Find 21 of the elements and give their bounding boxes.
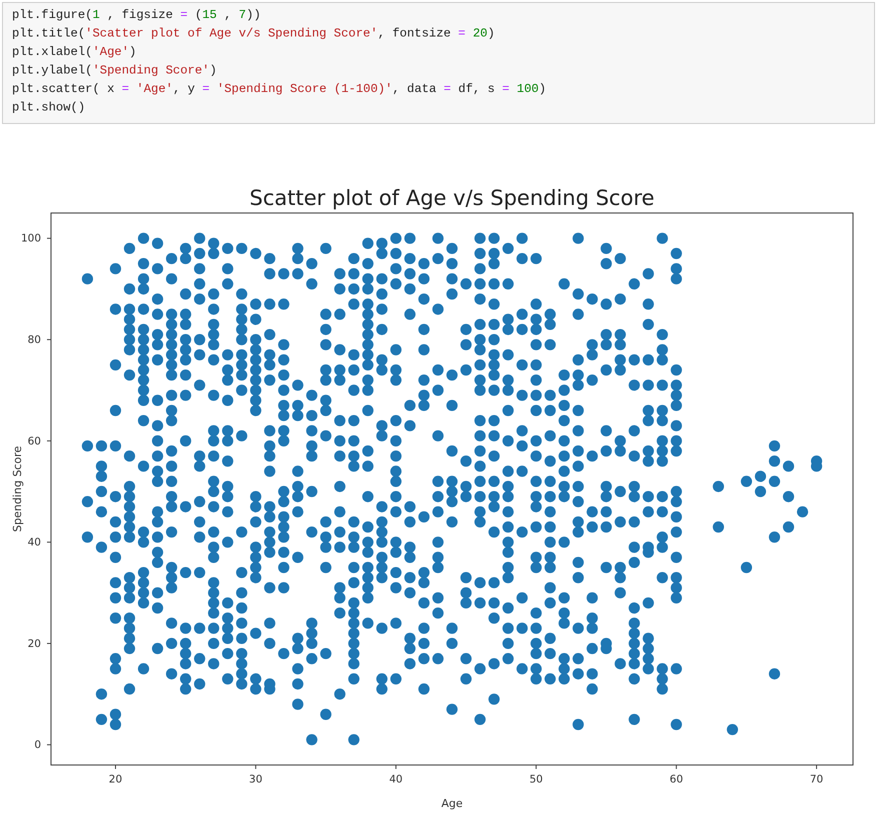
x-tick-label: 30 [249,773,262,786]
y-tick-label: 100 [20,232,41,245]
y-tick-label: 60 [28,435,41,448]
x-tick-label: 70 [810,773,824,786]
text: plt.scatter( x = 'Age', y = 'Spending Score (1-100)', data = df, s = 100) [12,82,546,96]
chart-title: Scatter plot of Age v/s Spending Score [250,186,654,210]
text: plt.title('Scatter plot of Age v/s Spending Score', fontsize = 20) [12,26,495,40]
y-tick-label: 40 [28,536,41,549]
y-tick-label: 80 [28,334,41,346]
text: plt.ylabel('Spending Score') [12,64,217,78]
x-tick-label: 40 [389,773,403,786]
text: plt.show() [12,100,86,114]
text: plt.xlabel('Age') [12,45,136,59]
x-tick-label: 50 [529,773,543,786]
x-tick-label: 20 [108,773,122,786]
x-axis-title: Age [441,797,463,810]
y-axis-title: Spending Score [11,446,24,532]
y-tick-label: 0 [34,739,41,752]
x-tick-label: 60 [670,773,684,786]
y-tick-label: 20 [28,638,41,650]
text: plt.figure(1 , figsize = (15 , 7)) [12,8,261,22]
